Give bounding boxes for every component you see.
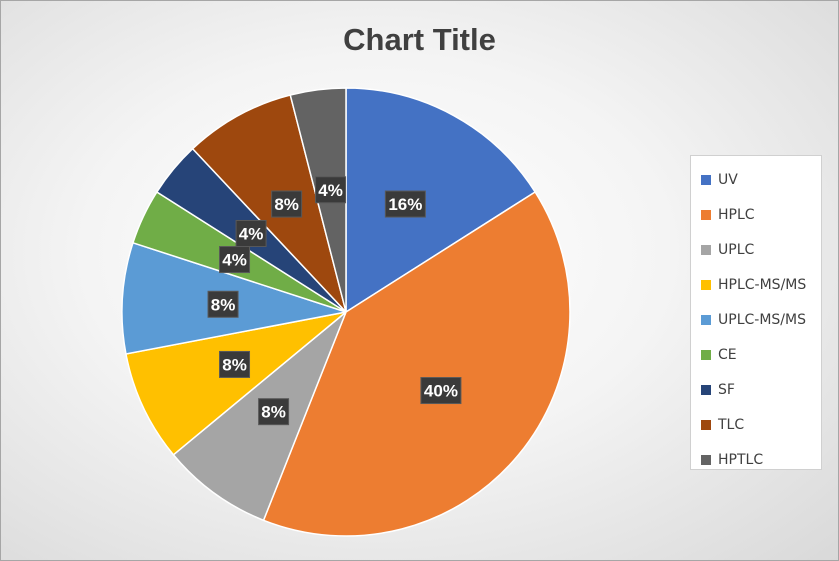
- pie-data-labels: 16% 40% 8% 8% 8% 4% 4% 8% 4%: [207, 176, 462, 426]
- data-label-text: 4%: [239, 224, 264, 243]
- data-label-text: 8%: [261, 403, 286, 422]
- data-label-text: 4%: [318, 181, 343, 200]
- pie-slices: [121, 87, 571, 537]
- data-label-text: 16%: [388, 195, 422, 214]
- data-label-uv: 16%: [384, 190, 426, 218]
- legend-label: SF: [718, 381, 735, 398]
- legend-label: UV: [718, 171, 738, 188]
- data-label-uplc-ms-ms: 8%: [207, 290, 239, 318]
- legend-item: UPLC: [701, 232, 821, 267]
- data-label-text: 40%: [424, 382, 458, 401]
- pie-slice-tlc: [191, 94, 347, 313]
- legend-swatch: [701, 174, 711, 185]
- legend-item: SF: [701, 372, 821, 407]
- pie-slice-hplc-ms-ms: [125, 311, 347, 456]
- legend-item: HPLC: [701, 197, 821, 232]
- legend-item: UV: [701, 162, 821, 197]
- chart-title: Chart Title: [343, 22, 496, 57]
- legend-swatch: [701, 349, 711, 360]
- legend-item: HPLC-MS/MS: [701, 267, 821, 302]
- legend-swatch: [701, 244, 711, 255]
- data-label-hptlc: 4%: [315, 176, 347, 204]
- legend-swatch: [701, 454, 711, 465]
- legend-swatch: [701, 279, 711, 290]
- legend-item: TLC: [701, 407, 821, 442]
- pie-slice-hplc: [262, 190, 571, 537]
- legend-label: HPLC: [718, 206, 755, 223]
- data-label-text: 8%: [211, 295, 236, 314]
- legend-label: UPLC-MS/MS: [718, 311, 806, 328]
- data-label-hplc: 40%: [420, 377, 462, 405]
- pie-slice-uv: [345, 87, 537, 314]
- legend-label: TLC: [718, 416, 745, 433]
- legend-swatch: [701, 419, 711, 430]
- data-label-tlc: 8%: [271, 190, 303, 218]
- data-label-text: 8%: [274, 195, 299, 214]
- legend-swatch: [701, 384, 711, 395]
- legend-label: HPTLC: [718, 451, 764, 468]
- data-label-uplc: 8%: [258, 398, 290, 426]
- legend-item: CE: [701, 337, 821, 372]
- legend-item: HPTLC: [701, 442, 821, 477]
- legend-swatch: [701, 209, 711, 220]
- legend-swatch: [701, 314, 711, 325]
- legend-label: HPLC-MS/MS: [718, 276, 807, 293]
- data-label-ce: 4%: [219, 246, 251, 274]
- data-label-text: 8%: [222, 355, 247, 374]
- legend-label: CE: [718, 346, 737, 363]
- data-label-sf: 4%: [235, 219, 267, 247]
- legend: UV HPLC UPLC HPLC-MS/MS UPLC-MS/MS CE SF TLC HPT…: [690, 155, 822, 470]
- data-label-text: 4%: [222, 251, 247, 270]
- legend-label: UPLC: [718, 241, 755, 258]
- legend-item: UPLC-MS/MS: [701, 302, 821, 337]
- data-label-hplc-ms-ms: 8%: [219, 350, 251, 378]
